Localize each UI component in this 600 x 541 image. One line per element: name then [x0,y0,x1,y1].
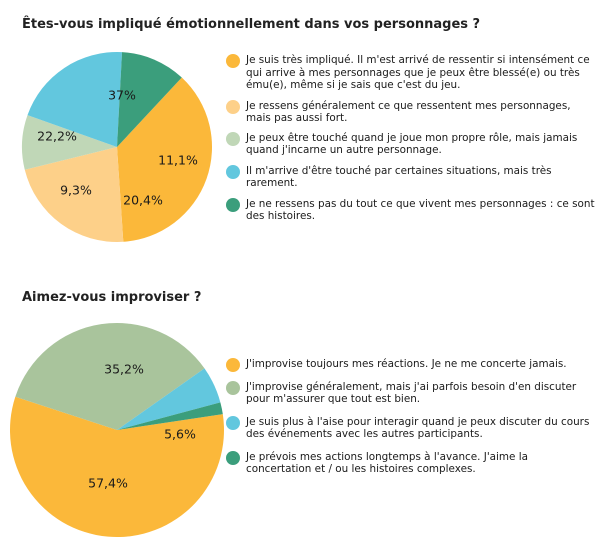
legend-item: Je ne ressens pas du tout ce que vivent … [226,197,596,223]
slice-value-label: 22,2% [37,129,77,144]
slice-value-label: 11,1% [158,153,198,168]
slice-value-label: 37% [108,88,136,103]
legend-swatch [226,131,240,146]
pie-slice [24,147,124,242]
chart-improvisation: Aimez-vous improviser ? 57,4% 35,2% 5,6% J… [0,270,600,541]
legend-item: Je suis très impliqué. Il m'est arrivé d… [226,54,596,92]
pie-slice [117,52,182,147]
pie-chart: 37% 22,2% 9,3% 20,4% 11,1% [21,51,213,242]
legend-swatch [226,99,240,114]
legend-item: Je ressens généralement ce que ressenten… [226,99,596,125]
pie-slice [9,396,224,538]
legend-label: Je prévois mes actions longtemps à l'ava… [246,450,528,476]
slice-value-label: 57,4% [88,476,128,491]
pie-slice [27,51,123,147]
pie-slice [21,115,117,170]
chart-legend: J'improvise toujours mes réactions. Je n… [226,358,596,476]
legend-item: J'improvise généralement, mais j'ai parf… [226,380,596,406]
legend-swatch [226,197,240,212]
chart-title: Êtes-vous impliqué émotionnellement dans… [22,17,481,32]
legend-label: Je ressens généralement ce que ressenten… [246,99,571,125]
legend-label: Je peux être touché quand je joue mon pr… [246,131,578,157]
legend-item: J'improvise toujours mes réactions. Je n… [226,358,596,372]
legend-swatch [226,358,240,372]
legend-swatch [226,164,240,179]
pie-slice [117,402,223,430]
legend-label: Je suis plus à l'aise pour interagir qua… [246,415,590,441]
chart-legend: Je suis très impliqué. Il m'est arrivé d… [226,54,596,223]
pie-chart: 57,4% 35,2% 5,6% [9,322,224,538]
legend-swatch [226,54,240,68]
legend-swatch [226,380,240,395]
slice-value-label: 20,4% [123,193,163,208]
legend-item: Il m'arrive d'être touché par certaines … [226,164,596,190]
legend-label: Je ne ressens pas du tout ce que vivent … [246,197,595,223]
legend-label: Il m'arrive d'être touché par certaines … [246,164,552,190]
legend-swatch [226,415,240,430]
chart-title: Aimez-vous improviser ? [22,290,202,305]
slice-value-label: 35,2% [104,362,144,377]
legend-item: Je suis plus à l'aise pour interagir qua… [226,415,596,441]
slice-value-label: 9,3% [60,183,92,198]
legend-item: Je prévois mes actions longtemps à l'ava… [226,450,596,476]
legend-label: Je suis très impliqué. Il m'est arrivé d… [246,54,590,91]
legend-swatch [226,450,240,465]
legend-item: Je peux être touché quand je joue mon pr… [226,131,596,157]
chart-emotional-involvement: Êtes-vous impliqué émotionnellement dans… [0,0,600,270]
slice-value-label: 5,6% [164,427,196,442]
legend-label: J'improvise toujours mes réactions. Je n… [246,358,567,370]
pie-slice [117,368,221,430]
legend-label: J'improvise généralement, mais j'ai parf… [246,380,577,406]
pie-slice [117,77,213,242]
pie-slice [15,322,205,430]
